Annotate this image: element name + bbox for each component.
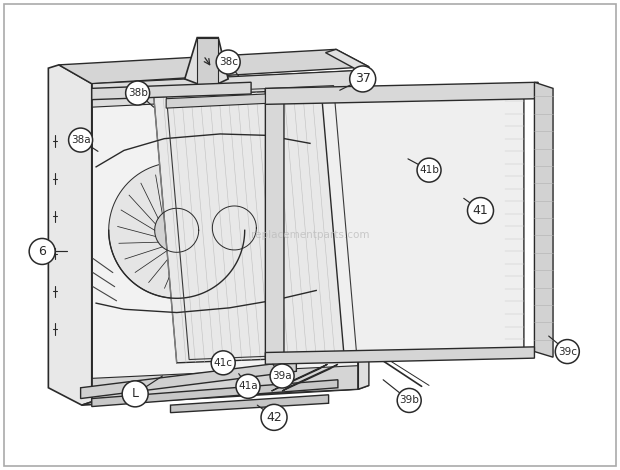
Text: L: L xyxy=(131,387,139,400)
Text: replacementparts.com: replacementparts.com xyxy=(250,230,370,240)
Text: 42: 42 xyxy=(266,411,282,424)
Polygon shape xyxy=(155,208,198,252)
Circle shape xyxy=(126,81,149,105)
Circle shape xyxy=(556,339,579,364)
Polygon shape xyxy=(170,395,329,413)
Polygon shape xyxy=(108,162,245,298)
Circle shape xyxy=(211,351,235,375)
Text: 41c: 41c xyxy=(214,358,232,368)
Text: 38b: 38b xyxy=(128,88,148,98)
Polygon shape xyxy=(296,96,524,356)
Polygon shape xyxy=(154,89,344,363)
Polygon shape xyxy=(92,380,338,407)
Circle shape xyxy=(216,50,240,74)
Polygon shape xyxy=(282,364,338,391)
Text: 6: 6 xyxy=(38,245,46,258)
Polygon shape xyxy=(265,82,538,104)
Text: 38a: 38a xyxy=(71,135,91,145)
Circle shape xyxy=(261,404,287,431)
Circle shape xyxy=(236,374,260,399)
Circle shape xyxy=(397,388,421,413)
Polygon shape xyxy=(48,65,92,405)
Polygon shape xyxy=(265,347,534,364)
Text: 39c: 39c xyxy=(558,346,577,357)
Polygon shape xyxy=(59,49,369,84)
Polygon shape xyxy=(197,38,218,84)
Polygon shape xyxy=(174,168,294,288)
Polygon shape xyxy=(213,206,256,250)
Circle shape xyxy=(122,381,148,407)
Polygon shape xyxy=(81,361,296,399)
Circle shape xyxy=(467,197,494,224)
Polygon shape xyxy=(92,70,358,402)
Polygon shape xyxy=(166,94,265,108)
Polygon shape xyxy=(92,70,358,107)
Circle shape xyxy=(350,66,376,92)
Text: 37: 37 xyxy=(355,72,371,86)
Circle shape xyxy=(29,238,55,265)
Text: 38c: 38c xyxy=(219,57,237,67)
Polygon shape xyxy=(92,82,251,100)
Polygon shape xyxy=(82,385,369,405)
Text: 41: 41 xyxy=(472,204,489,217)
Circle shape xyxy=(270,364,294,388)
Polygon shape xyxy=(265,88,284,364)
Polygon shape xyxy=(185,38,228,84)
Polygon shape xyxy=(92,366,358,402)
Polygon shape xyxy=(326,49,369,389)
Text: 39b: 39b xyxy=(399,395,419,406)
Polygon shape xyxy=(272,364,327,391)
Text: 41b: 41b xyxy=(419,165,439,175)
Circle shape xyxy=(417,158,441,182)
Text: 39a: 39a xyxy=(272,371,292,381)
Polygon shape xyxy=(534,82,553,357)
Text: 41a: 41a xyxy=(238,381,258,392)
Circle shape xyxy=(69,128,92,152)
